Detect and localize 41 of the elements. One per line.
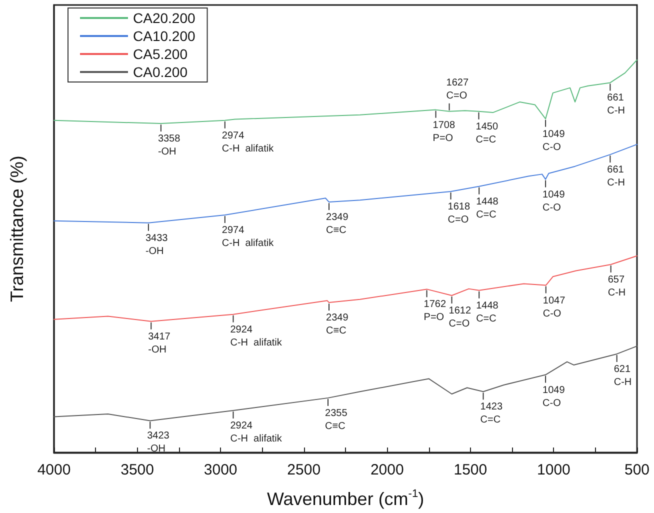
annotation: 621 C-H (614, 364, 632, 388)
x-tick-label: 3500 (120, 462, 154, 478)
x-tick-label: 2500 (287, 462, 321, 478)
x-tick-label: 1000 (537, 462, 570, 478)
annotation: 1049 C-O (542, 384, 566, 409)
annotation: 1049 C-O (542, 189, 566, 214)
y-axis-title: Transmittance (%) (7, 156, 27, 302)
annotation: 1708 P=O (432, 120, 456, 144)
annotation: 2349 C≡C (326, 212, 349, 236)
annotation: 1618 C=O (448, 201, 470, 226)
annotation: 3423 -OH (147, 430, 170, 455)
annotation: 2974 C-H alifatik (222, 130, 275, 154)
annotation: 1047 C-O (542, 295, 566, 320)
legend-label: CA5.200 (133, 46, 188, 62)
annotation: 2924 C-H alifatik (230, 420, 283, 444)
annotation: 657 C-H (608, 274, 626, 298)
x-tick-label: 2000 (370, 462, 404, 478)
legend-label: CA10.200 (133, 28, 196, 44)
annotation: 1448 C=C (476, 300, 499, 324)
annotation: 1049 C-O (542, 128, 566, 153)
legend-label: CA0.200 (133, 64, 188, 80)
x-tick-label: 3000 (204, 462, 238, 478)
annotation: 1627 C=O (446, 77, 469, 102)
annotation: 2974 C-H alifatik (222, 225, 275, 250)
annotation: 1448 C=C (476, 196, 499, 220)
annotation: 661 C-H (607, 164, 625, 189)
annotation: 3433 -OH (145, 232, 168, 257)
annotation: 2355 C≡C (325, 408, 348, 432)
annotation: 1762 P=O (424, 299, 446, 324)
annotation: 3417 -OH (148, 331, 171, 356)
x-tick-label: 500 (624, 462, 650, 478)
legend-label: CA20.200 (133, 10, 196, 26)
x-tick-label: 1500 (454, 462, 488, 478)
annotation: 2924 C-H alifatik (230, 324, 283, 348)
annotation: 1450 C=C (476, 121, 498, 146)
annotation: 3358 -OH (158, 134, 181, 158)
annotation: 661 C-H (607, 92, 625, 117)
x-tick-label: 4000 (37, 462, 71, 478)
annotation: 1612 C=O (448, 305, 472, 330)
annotation: 2349 C≡C (326, 312, 349, 337)
annotation: 1423 C=C (480, 402, 503, 426)
